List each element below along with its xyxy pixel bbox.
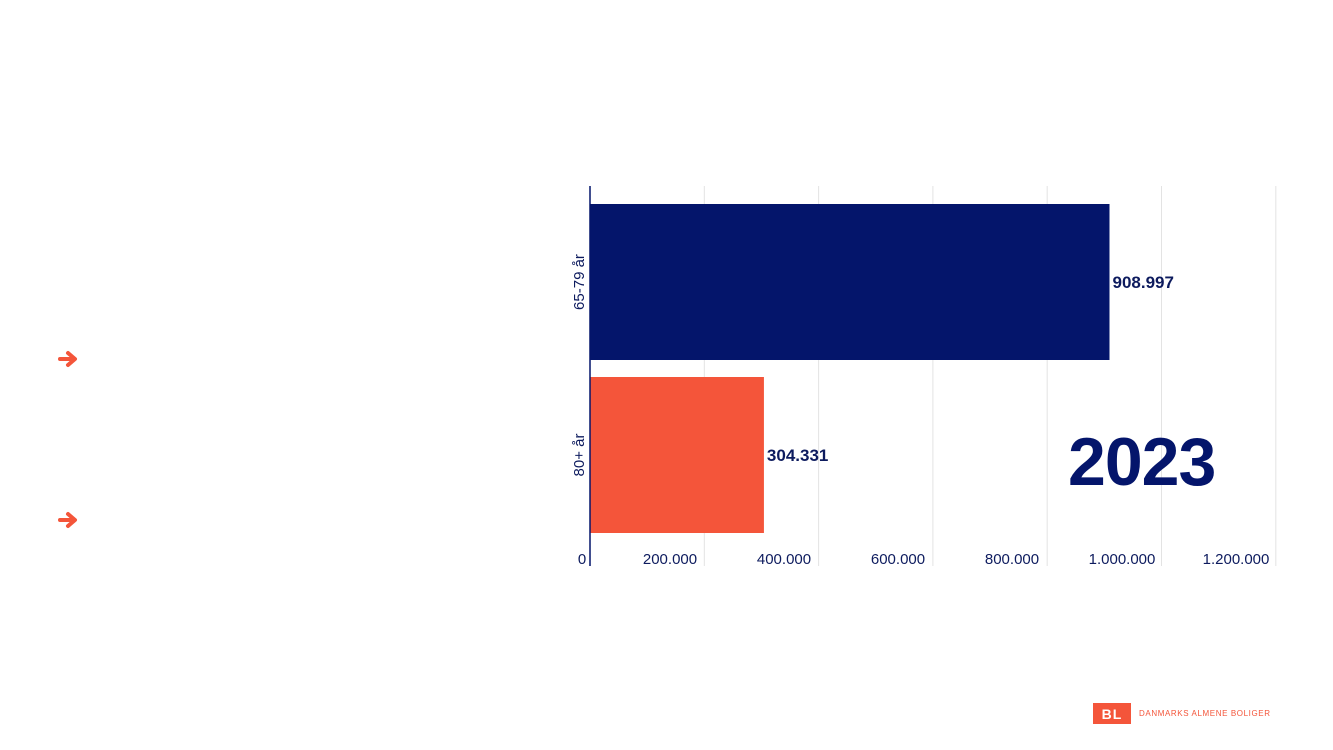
x-tick-label: 200.000 (643, 551, 697, 568)
year-annotation: 2023 (1068, 424, 1216, 500)
logo-wordmark: DANMARKS ALMENE BOLIGER (1139, 709, 1271, 718)
chart-bars (590, 204, 1110, 533)
arrow-right-icon (58, 512, 77, 528)
bar (590, 377, 764, 533)
bar (590, 204, 1110, 360)
x-tick-label: 1.000.000 (1089, 551, 1156, 568)
x-tick-label: 1.200.000 (1203, 551, 1270, 568)
x-tick-label: 600.000 (871, 551, 925, 568)
data-label: 908.997 (1112, 273, 1173, 292)
chart-labels: 0 200.000 400.000 600.000 800.000 1.000.000 1.… (571, 254, 1269, 568)
category-label: 80+ år (571, 434, 588, 477)
data-label: 304.331 (767, 446, 828, 465)
x-tick-label: 0 (578, 551, 586, 568)
category-label: 65-79 år (571, 254, 588, 310)
logo-mark: BL (1093, 703, 1131, 724)
company-logo: BL DANMARKS ALMENE BOLIGER (1093, 703, 1271, 724)
arrow-right-icon (58, 351, 77, 367)
x-tick-label: 400.000 (757, 551, 811, 568)
x-tick-label: 800.000 (985, 551, 1039, 568)
